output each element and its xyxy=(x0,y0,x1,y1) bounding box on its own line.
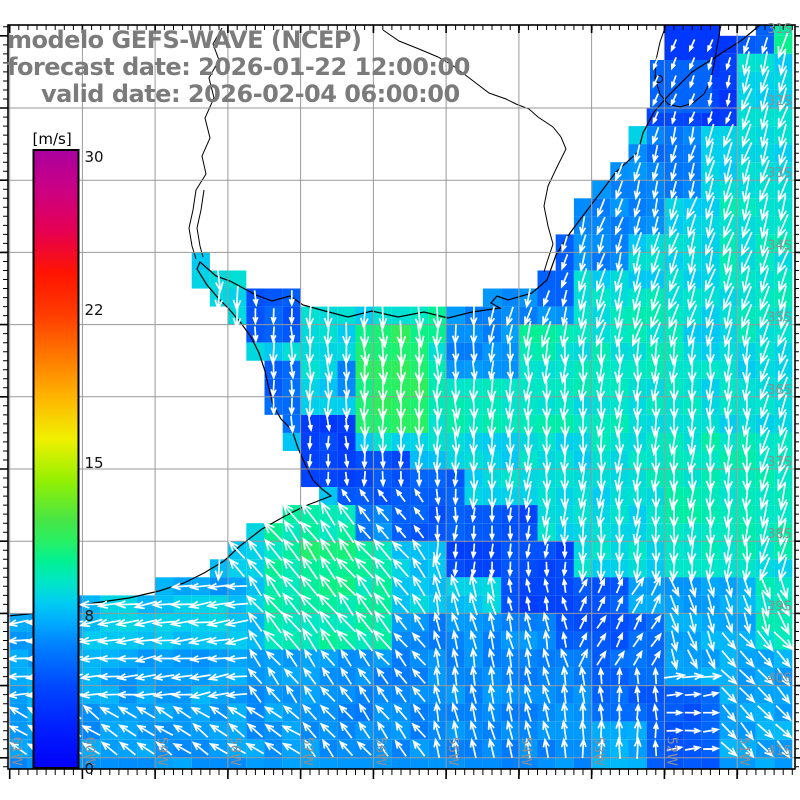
lat-label: 33S xyxy=(767,166,792,181)
lon-label: 53W xyxy=(591,737,606,767)
lon-label: 55W xyxy=(445,737,460,767)
lon-label: 58W xyxy=(227,737,242,767)
lat-label: 38S xyxy=(767,527,792,542)
colorbar-tick-label: 30 xyxy=(85,148,104,166)
colorbar-unit-label: [m/s] xyxy=(33,130,72,148)
lat-label: 39S xyxy=(767,599,792,614)
colorbar-tick-label: 22 xyxy=(85,301,104,319)
wind-arrows-layer xyxy=(8,32,794,759)
colorbar-tick-label: 8 xyxy=(85,607,95,625)
lon-label: 56W xyxy=(372,737,387,767)
title-forecast-date: forecast date: 2026-01-22 12:00:00 xyxy=(7,53,470,81)
lat-label: 34S xyxy=(767,238,792,253)
lon-label: 57W xyxy=(300,737,315,767)
lat-label: 37S xyxy=(767,455,792,470)
colorbar-tick-label: 0 xyxy=(85,760,95,778)
colorbar: [m/s] 30 22 15 8 0 xyxy=(32,130,104,778)
colorbar-gradient xyxy=(32,149,80,769)
title-valid-date: valid date: 2026-02-04 06:00:00 xyxy=(41,80,460,108)
lon-label: 61W xyxy=(9,737,24,767)
lon-label: 52W xyxy=(663,737,678,767)
lat-label: 40S xyxy=(767,672,792,687)
lat-label: 35S xyxy=(767,311,792,326)
axis-frame xyxy=(0,24,800,779)
graticule-layer xyxy=(8,25,795,769)
axis-labels: 61W 60W 59W 58W 57W 56W 55W 54W 53W 52W 51W 31S 32S 3… xyxy=(9,22,792,766)
figure-title: modelo GEFS-WAVE (NCEP) forecast date: 2… xyxy=(7,27,470,108)
lon-label: 60W xyxy=(81,737,96,767)
title-model: modelo GEFS-WAVE (NCEP) xyxy=(7,26,362,54)
lat-label: 36S xyxy=(767,383,792,398)
lat-label: 31S xyxy=(767,22,792,37)
lat-label: 41S xyxy=(767,744,792,759)
lon-label: 51W xyxy=(736,737,751,767)
lat-label: 32S xyxy=(767,94,792,109)
lon-label: 59W xyxy=(154,737,169,767)
lon-label: 54W xyxy=(518,737,533,767)
colorbar-tick-label: 15 xyxy=(85,454,104,472)
